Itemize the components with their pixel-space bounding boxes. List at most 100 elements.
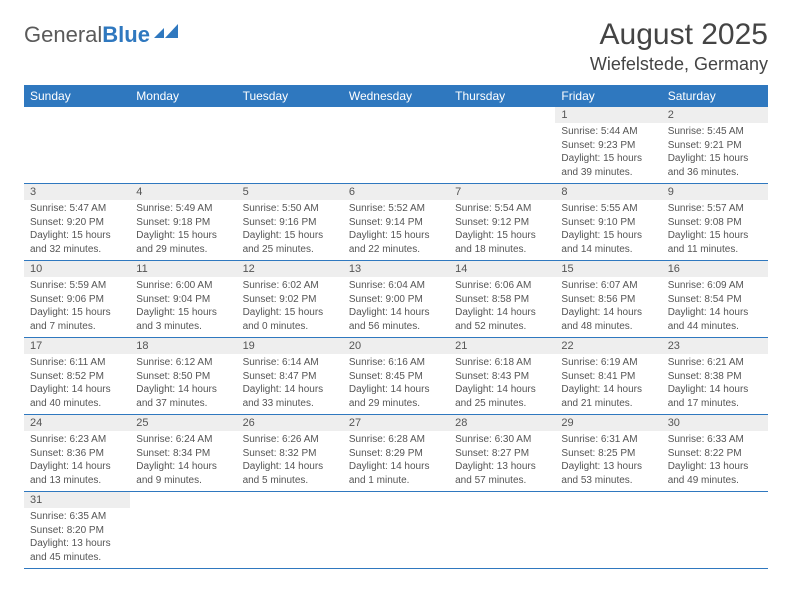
daylight-text: Daylight: 15 hours and 7 minutes. bbox=[30, 306, 124, 333]
calendar-row: 24Sunrise: 6:23 AMSunset: 8:36 PMDayligh… bbox=[24, 415, 768, 492]
sunrise-text: Sunrise: 6:35 AM bbox=[30, 510, 124, 524]
sunset-text: Sunset: 9:08 PM bbox=[668, 216, 762, 230]
sunset-text: Sunset: 8:58 PM bbox=[455, 293, 549, 307]
day-info: Sunrise: 6:18 AMSunset: 8:43 PMDaylight:… bbox=[449, 354, 555, 414]
calendar-cell: 24Sunrise: 6:23 AMSunset: 8:36 PMDayligh… bbox=[24, 415, 130, 492]
day-info: Sunrise: 6:30 AMSunset: 8:27 PMDaylight:… bbox=[449, 431, 555, 491]
calendar-cell: 10Sunrise: 5:59 AMSunset: 9:06 PMDayligh… bbox=[24, 261, 130, 338]
calendar-cell: 12Sunrise: 6:02 AMSunset: 9:02 PMDayligh… bbox=[237, 261, 343, 338]
sunset-text: Sunset: 8:27 PM bbox=[455, 447, 549, 461]
sunset-text: Sunset: 8:29 PM bbox=[349, 447, 443, 461]
daylight-text: Daylight: 13 hours and 49 minutes. bbox=[668, 460, 762, 487]
sunrise-text: Sunrise: 6:19 AM bbox=[561, 356, 655, 370]
day-number: 21 bbox=[449, 338, 555, 354]
sunrise-text: Sunrise: 5:59 AM bbox=[30, 279, 124, 293]
day-number: 26 bbox=[237, 415, 343, 431]
day-info: Sunrise: 5:55 AMSunset: 9:10 PMDaylight:… bbox=[555, 200, 661, 260]
daylight-text: Daylight: 14 hours and 40 minutes. bbox=[30, 383, 124, 410]
day-info: Sunrise: 6:16 AMSunset: 8:45 PMDaylight:… bbox=[343, 354, 449, 414]
sunrise-text: Sunrise: 6:26 AM bbox=[243, 433, 337, 447]
day-number: 16 bbox=[662, 261, 768, 277]
calendar-cell: 26Sunrise: 6:26 AMSunset: 8:32 PMDayligh… bbox=[237, 415, 343, 492]
daylight-text: Daylight: 15 hours and 25 minutes. bbox=[243, 229, 337, 256]
sunrise-text: Sunrise: 5:45 AM bbox=[668, 125, 762, 139]
sunrise-text: Sunrise: 6:12 AM bbox=[136, 356, 230, 370]
day-number: 23 bbox=[662, 338, 768, 354]
sunset-text: Sunset: 8:56 PM bbox=[561, 293, 655, 307]
calendar-cell: 7Sunrise: 5:54 AMSunset: 9:12 PMDaylight… bbox=[449, 184, 555, 261]
calendar-cell bbox=[449, 107, 555, 184]
calendar-head: Sunday Monday Tuesday Wednesday Thursday… bbox=[24, 85, 768, 107]
daylight-text: Daylight: 14 hours and 9 minutes. bbox=[136, 460, 230, 487]
calendar-cell: 20Sunrise: 6:16 AMSunset: 8:45 PMDayligh… bbox=[343, 338, 449, 415]
day-info: Sunrise: 6:35 AMSunset: 8:20 PMDaylight:… bbox=[24, 508, 130, 568]
col-friday: Friday bbox=[555, 85, 661, 107]
calendar-row: 31Sunrise: 6:35 AMSunset: 8:20 PMDayligh… bbox=[24, 492, 768, 569]
calendar-cell: 28Sunrise: 6:30 AMSunset: 8:27 PMDayligh… bbox=[449, 415, 555, 492]
daylight-text: Daylight: 15 hours and 18 minutes. bbox=[455, 229, 549, 256]
sunrise-text: Sunrise: 5:55 AM bbox=[561, 202, 655, 216]
sunrise-text: Sunrise: 6:16 AM bbox=[349, 356, 443, 370]
calendar-cell: 16Sunrise: 6:09 AMSunset: 8:54 PMDayligh… bbox=[662, 261, 768, 338]
calendar-cell: 17Sunrise: 6:11 AMSunset: 8:52 PMDayligh… bbox=[24, 338, 130, 415]
calendar-cell: 27Sunrise: 6:28 AMSunset: 8:29 PMDayligh… bbox=[343, 415, 449, 492]
day-info: Sunrise: 5:45 AMSunset: 9:21 PMDaylight:… bbox=[662, 123, 768, 183]
calendar-cell bbox=[237, 107, 343, 184]
sunset-text: Sunset: 9:14 PM bbox=[349, 216, 443, 230]
day-number: 9 bbox=[662, 184, 768, 200]
day-info: Sunrise: 6:26 AMSunset: 8:32 PMDaylight:… bbox=[237, 431, 343, 491]
daylight-text: Daylight: 15 hours and 29 minutes. bbox=[136, 229, 230, 256]
calendar-cell: 8Sunrise: 5:55 AMSunset: 9:10 PMDaylight… bbox=[555, 184, 661, 261]
day-number: 22 bbox=[555, 338, 661, 354]
calendar-cell: 4Sunrise: 5:49 AMSunset: 9:18 PMDaylight… bbox=[130, 184, 236, 261]
calendar-cell bbox=[449, 492, 555, 569]
sunrise-text: Sunrise: 6:18 AM bbox=[455, 356, 549, 370]
daylight-text: Daylight: 15 hours and 14 minutes. bbox=[561, 229, 655, 256]
day-info: Sunrise: 6:11 AMSunset: 8:52 PMDaylight:… bbox=[24, 354, 130, 414]
sunrise-text: Sunrise: 6:30 AM bbox=[455, 433, 549, 447]
sunrise-text: Sunrise: 6:23 AM bbox=[30, 433, 124, 447]
col-wednesday: Wednesday bbox=[343, 85, 449, 107]
sunrise-text: Sunrise: 6:28 AM bbox=[349, 433, 443, 447]
sunset-text: Sunset: 8:45 PM bbox=[349, 370, 443, 384]
daylight-text: Daylight: 14 hours and 21 minutes. bbox=[561, 383, 655, 410]
day-number: 18 bbox=[130, 338, 236, 354]
day-number: 24 bbox=[24, 415, 130, 431]
calendar-cell: 1Sunrise: 5:44 AMSunset: 9:23 PMDaylight… bbox=[555, 107, 661, 184]
day-info: Sunrise: 6:31 AMSunset: 8:25 PMDaylight:… bbox=[555, 431, 661, 491]
sunrise-text: Sunrise: 5:52 AM bbox=[349, 202, 443, 216]
day-info: Sunrise: 6:00 AMSunset: 9:04 PMDaylight:… bbox=[130, 277, 236, 337]
sunrise-text: Sunrise: 6:31 AM bbox=[561, 433, 655, 447]
day-info: Sunrise: 6:09 AMSunset: 8:54 PMDaylight:… bbox=[662, 277, 768, 337]
calendar-cell: 15Sunrise: 6:07 AMSunset: 8:56 PMDayligh… bbox=[555, 261, 661, 338]
day-number: 28 bbox=[449, 415, 555, 431]
col-sunday: Sunday bbox=[24, 85, 130, 107]
sunrise-text: Sunrise: 5:54 AM bbox=[455, 202, 549, 216]
sunset-text: Sunset: 8:32 PM bbox=[243, 447, 337, 461]
sunrise-text: Sunrise: 6:14 AM bbox=[243, 356, 337, 370]
calendar-cell bbox=[343, 492, 449, 569]
day-number: 10 bbox=[24, 261, 130, 277]
daylight-text: Daylight: 14 hours and 13 minutes. bbox=[30, 460, 124, 487]
page-header: GeneralBlue August 2025 Wiefelstede, Ger… bbox=[24, 18, 768, 75]
sunset-text: Sunset: 8:41 PM bbox=[561, 370, 655, 384]
calendar-cell bbox=[24, 107, 130, 184]
day-info: Sunrise: 5:50 AMSunset: 9:16 PMDaylight:… bbox=[237, 200, 343, 260]
calendar-row: 3Sunrise: 5:47 AMSunset: 9:20 PMDaylight… bbox=[24, 184, 768, 261]
day-number: 13 bbox=[343, 261, 449, 277]
daylight-text: Daylight: 14 hours and 5 minutes. bbox=[243, 460, 337, 487]
day-info: Sunrise: 5:44 AMSunset: 9:23 PMDaylight:… bbox=[555, 123, 661, 183]
col-tuesday: Tuesday bbox=[237, 85, 343, 107]
sunrise-text: Sunrise: 5:44 AM bbox=[561, 125, 655, 139]
sunset-text: Sunset: 9:16 PM bbox=[243, 216, 337, 230]
calendar-cell: 19Sunrise: 6:14 AMSunset: 8:47 PMDayligh… bbox=[237, 338, 343, 415]
day-number: 30 bbox=[662, 415, 768, 431]
day-number: 12 bbox=[237, 261, 343, 277]
sunset-text: Sunset: 9:10 PM bbox=[561, 216, 655, 230]
sunrise-text: Sunrise: 6:06 AM bbox=[455, 279, 549, 293]
daylight-text: Daylight: 13 hours and 45 minutes. bbox=[30, 537, 124, 564]
sunrise-text: Sunrise: 6:04 AM bbox=[349, 279, 443, 293]
day-info: Sunrise: 6:06 AMSunset: 8:58 PMDaylight:… bbox=[449, 277, 555, 337]
daylight-text: Daylight: 14 hours and 33 minutes. bbox=[243, 383, 337, 410]
day-number: 14 bbox=[449, 261, 555, 277]
